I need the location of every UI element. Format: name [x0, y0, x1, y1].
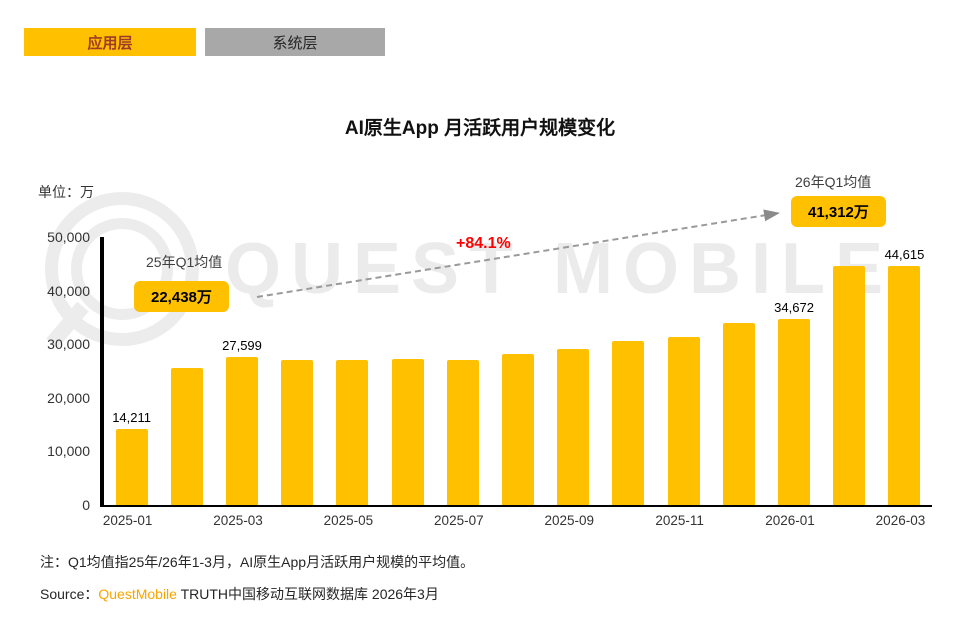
- unit-label: 单位：万: [38, 184, 94, 200]
- bar-slot-2026-03: 44,615: [877, 237, 932, 505]
- plot-area: 14,211 27,599 34,672 44,615: [100, 237, 932, 507]
- x-tick-2025-04: [266, 513, 321, 528]
- source-brand: QuestMobile: [98, 586, 177, 602]
- bar-2026-03: [888, 265, 921, 505]
- y-tick-40,000: 40,000: [47, 282, 90, 299]
- bar-2025-12: [722, 322, 755, 505]
- bar-slot-2025-07: [435, 237, 490, 505]
- bar-slot-2025-04: [270, 237, 325, 505]
- source-suffix: TRUTH中国移动互联网数据库 2026年3月: [176, 586, 439, 602]
- y-tick-20,000: 20,000: [47, 389, 90, 406]
- bar-slot-2026-01: 34,672: [766, 237, 821, 505]
- layer-tabs: 应用层 系统层: [24, 28, 385, 56]
- x-tick-2025-09: 2025-09: [544, 513, 594, 528]
- source-prefix: Source：: [40, 586, 99, 602]
- growth-percentage: +84.1%: [456, 235, 511, 252]
- avg-2025-label: 25年Q1均值: [146, 254, 223, 270]
- bar-2025-09: [557, 348, 590, 505]
- x-tick-2025-12: [707, 513, 762, 528]
- y-tick-50,000: 50,000: [47, 229, 90, 245]
- x-tick-2026-03: 2026-03: [875, 513, 926, 528]
- x-tick-2025-03: 2025-03: [213, 513, 263, 528]
- x-tick-2025-10: [597, 513, 652, 528]
- x-tick-2025-07: 2025-07: [434, 513, 484, 528]
- bar-slot-2025-10: [601, 237, 656, 505]
- bar-2025-04: [281, 360, 314, 505]
- chart-title: AI原生App 月活跃用户规模变化: [344, 118, 616, 139]
- bar-slot-2026-02: [822, 237, 877, 505]
- x-tick-2025-11: 2025-11: [655, 513, 704, 528]
- bar-2025-07: [446, 359, 479, 505]
- bar-2025-11: [667, 337, 700, 505]
- avg-2026-badge: 41,312万: [791, 196, 886, 227]
- y-tick-10,000: 10,000: [47, 443, 90, 460]
- bar-2026-02: [833, 265, 866, 505]
- footnote: 注：Q1均值指25年/26年1-3月，AI原生App月活跃用户规模的平均值。: [40, 554, 475, 570]
- bar-slot-2025-08: [490, 237, 545, 505]
- bar-value-label-2025-01: 14,211: [112, 409, 151, 425]
- bar-2025-03: [226, 357, 258, 505]
- bar-slot-2025-05: [325, 237, 380, 505]
- bar-2025-10: [612, 341, 645, 505]
- tab-application-layer[interactable]: 应用层: [24, 28, 196, 56]
- y-tick-30,000: 30,000: [47, 336, 90, 353]
- bar-2025-05: [336, 359, 369, 505]
- bar-slot-2025-02: [159, 237, 214, 505]
- avg-2026-label: 26年Q1均值: [795, 174, 872, 190]
- x-tick-2025-05: 2025-05: [323, 513, 374, 528]
- tab-system-layer[interactable]: 系统层: [205, 28, 385, 56]
- x-tick-2025-08: [486, 513, 541, 528]
- x-tick-2025-06: [376, 513, 431, 528]
- x-tick-2026-01: 2026-01: [765, 513, 815, 528]
- bar-slot-2025-03: 27,599: [214, 237, 269, 505]
- bar-2025-06: [391, 358, 424, 505]
- y-axis-labels: 50,000 40,000 30,000 20,000 10,000 0: [18, 228, 90, 514]
- bar-2025-02: [170, 368, 203, 505]
- bar-slot-2025-09: [546, 237, 601, 505]
- bar-2026-01: [778, 319, 811, 505]
- bar-slot-2025-01: 14,211: [104, 237, 159, 505]
- source-line: Source：QuestMobile TRUTH中国移动互联网数据库 2026年…: [40, 584, 439, 604]
- x-tick-2025-02: [155, 513, 210, 528]
- bar-slot-2025-12: [711, 237, 766, 505]
- bar-slot-2025-06: [380, 237, 435, 505]
- bar-2025-08: [502, 353, 535, 505]
- x-tick-2025-01: 2025-01: [102, 513, 153, 528]
- avg-2025-badge: 22,438万: [134, 281, 229, 312]
- x-tick-2026-02: [818, 513, 873, 528]
- bar-slot-2025-11: [656, 237, 711, 505]
- bar-2025-01: [115, 428, 148, 505]
- bar-value-label-2025-03: 27,599: [222, 338, 262, 354]
- y-tick-0: 0: [82, 496, 90, 513]
- bar-value-label-2026-01: 34,672: [774, 300, 814, 316]
- bar-value-label-2026-03: 44,615: [884, 246, 925, 262]
- x-axis-labels: 2025-01 2025-03 2025-05 2025-07 2025-09 2025-…: [100, 513, 928, 528]
